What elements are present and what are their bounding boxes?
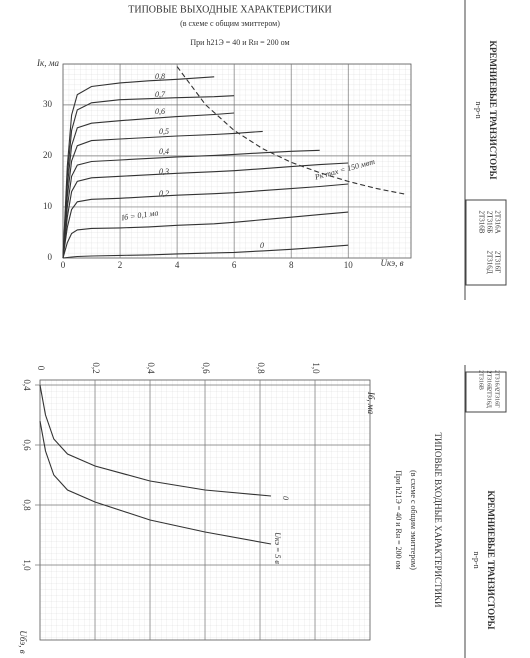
chart-note: При h21Э = 40 и Rн = 200 ом [190,38,289,47]
curve-label: 0,5 [159,127,169,136]
model-name: 2Т316Г [494,388,500,408]
model-box [465,371,507,413]
y-tick-label: 0,4 [22,379,32,391]
x-tick-label: 0,2 [91,362,101,373]
chart-subtitle: (в схеме с общим эмиттером) [180,19,280,28]
transistor-type: n-p-n [474,101,483,118]
model-name: 2Т316В [478,370,484,390]
power-limit-curve [176,66,406,195]
characteristic-curve [62,162,349,259]
curve-label: 0,7 [155,90,166,99]
x-tick-label: 0 [61,260,66,270]
y-tick-label: 10 [43,201,53,211]
x-tick-label: 0,8 [256,362,266,374]
characteristic-curve [39,384,272,497]
chart-note: При h21Э = 40 и Rн = 200 ом [394,470,403,569]
characteristic-curve [62,211,349,259]
x-tick-label: 0,4 [146,362,156,374]
minor-grid [63,64,411,258]
characteristic-curve [62,183,349,259]
characteristic-curve [62,76,215,259]
x-tick-label: 2 [118,260,123,270]
curve-label: Uкэ = 5 в [273,532,282,564]
y-tick-label: 0 [48,252,53,262]
chart-title: ТИПОВЫЕ ВЫХОДНЫЕ ХАРАКТЕРИСТИКИ [128,4,331,15]
model-name: 2Т316Г [493,251,501,273]
characteristic-curve [39,420,272,545]
curve-label: 0,4 [159,147,169,156]
y-tick-label: 20 [43,150,53,160]
x-tick-label: 4 [175,260,180,270]
y-tick-label: 30 [43,99,53,109]
model-name: 2Т316Б [486,370,492,390]
curve-label: 0,8 [155,72,165,81]
y-tick-label: 0,8 [22,499,32,511]
sidebar-heading: КРЕМНИЕВЫЕ ТРАНЗИСТОРЫ [486,491,496,630]
curve-label: 0 [260,241,264,250]
x-tick-label: 8 [289,260,294,270]
model-box [465,199,507,286]
model-name: 2Т316Д [486,388,492,408]
curve-label: 0 [281,496,290,500]
y-axis-label: Iк, ма [36,58,59,68]
y-axis-label: Uбэ, в [18,630,28,653]
x-axis-label: Uкэ, в [381,258,404,268]
transistor-type: n-p-n [472,551,481,568]
x-tick-label: 6 [232,260,237,270]
chart-subtitle: (в схеме с общим эмиттером) [409,470,418,570]
x-axis-label: Iб, ма [366,391,376,415]
y-tick-label: 1,0 [22,559,32,571]
model-name: 2Т316Д [485,250,493,273]
model-name: 2Т316Б [485,211,493,233]
characteristic-curve [62,130,263,259]
curve-label: 0,3 [159,167,169,176]
model-name: 2Т316В [477,211,485,234]
characteristic-curve [62,112,235,259]
chart-title: ТИПОВЫЕ ВХОДНЫЕ ХАРАКТЕРИСТИКИ [433,432,443,608]
x-tick-label: 1,0 [311,362,321,374]
characteristic-curve [62,244,349,259]
x-tick-label: 0,6 [201,362,211,374]
curve-label: 0,2 [159,189,169,198]
x-tick-label: 10 [344,260,354,270]
x-tick-label: 0 [36,366,46,371]
y-tick-label: 0,6 [22,439,32,451]
model-name: 2Т316А [494,370,500,391]
model-name: 2Т316А [493,210,501,233]
sidebar-heading: КРЕМНИЕВЫЕ ТРАНЗИСТОРЫ [488,41,498,180]
characteristic-curve [62,149,320,259]
characteristic-curve [62,95,235,259]
curve-label: 0,6 [155,107,165,116]
